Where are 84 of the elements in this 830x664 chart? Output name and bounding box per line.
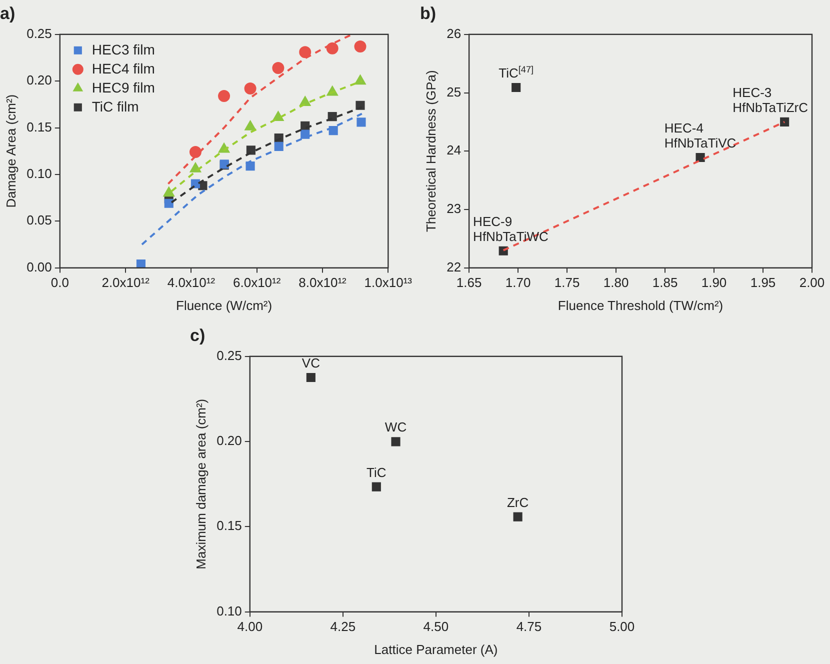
line-series	[140, 112, 363, 246]
y-tick-label: 23	[446, 201, 462, 216]
x-tick-label: 2.0x10¹²	[102, 275, 150, 290]
y-tick-label: 26	[446, 26, 462, 41]
point	[246, 162, 255, 171]
point	[372, 482, 381, 492]
chart-title: b)	[420, 4, 436, 23]
annotation: HEC-9 HfNbTaTiWC	[473, 214, 548, 244]
point	[696, 152, 705, 162]
point	[300, 130, 310, 139]
y-tick-label: 0.10	[216, 603, 242, 618]
x-tick-label: 4.0x10¹²	[167, 275, 216, 290]
y-tick-label: 0.15	[216, 518, 242, 534]
x-tick-label: 1.90	[701, 275, 727, 290]
x-tick-label: 4.75	[516, 619, 542, 634]
point	[244, 82, 256, 95]
x-axis-title: Lattice Parameter (A)	[374, 642, 498, 657]
y-axis-title: Maximum damage area (cm²)	[193, 398, 208, 570]
point	[164, 198, 174, 208]
point	[306, 372, 316, 382]
point	[164, 187, 174, 197]
annotation: HEC-4 HfNbTaTiVC	[664, 120, 736, 151]
y-tick-label: 0.20	[26, 72, 52, 88]
point	[780, 117, 790, 126]
point	[356, 118, 366, 127]
point	[354, 40, 366, 53]
legend-label: HEC9 film	[92, 79, 155, 96]
point	[356, 100, 365, 110]
point	[391, 437, 400, 446]
point	[513, 512, 522, 522]
y-tick-label: 0.10	[26, 166, 52, 182]
y-tick-label: 0.00	[26, 259, 52, 274]
annotation: TiC	[366, 464, 386, 480]
point	[246, 146, 256, 155]
x-tick-label: 0.0	[50, 275, 69, 290]
point	[299, 46, 312, 58]
x-tick-label: 6.0x10¹²	[233, 275, 282, 290]
x-tick-label: 1.85	[652, 275, 678, 290]
chart-title: c)	[190, 326, 206, 345]
point	[244, 120, 256, 130]
x-tick-label: 4.00	[237, 619, 263, 634]
point	[326, 42, 338, 54]
y-tick-label: 22	[446, 259, 462, 274]
x-tick-label: 4.25	[330, 619, 356, 634]
x-axis-title: Fluence (W/cm²)	[176, 298, 272, 313]
point	[328, 126, 338, 136]
point	[328, 112, 337, 122]
annotation: HEC-3 HfNbTaTiZrC	[732, 84, 808, 115]
y-tick-label: 24	[446, 142, 462, 158]
point	[512, 82, 521, 92]
x-tick-label: 2.00	[799, 275, 825, 290]
point	[272, 111, 284, 121]
x-tick-label: 1.80	[603, 275, 629, 290]
x-tick-label: 1.65	[456, 275, 482, 290]
y-axis-title: Theoretical Hardness (GPa)	[423, 70, 438, 232]
x-tick-label: 8.0x10¹²	[298, 275, 348, 290]
point	[190, 179, 200, 188]
annotation: WC	[384, 420, 407, 435]
y-tick-label: 0.25	[26, 26, 52, 41]
y-axis-title: Damage Area (cm²)	[3, 94, 18, 208]
annotation: ZrC	[506, 494, 529, 510]
y-tick-label: 25	[446, 84, 462, 100]
point	[189, 146, 202, 158]
legend-label: HEC4 film	[92, 60, 155, 76]
x-tick-label: 1.70	[505, 275, 531, 290]
y-tick-label: 0.15	[26, 119, 52, 134]
annotation: VC	[302, 356, 320, 371]
point	[354, 75, 366, 85]
line-series	[167, 34, 354, 185]
y-tick-label: 0.25	[216, 348, 242, 363]
x-axis-title: Fluence Threshold (TW/cm²)	[558, 298, 724, 313]
x-tick-label: 4.50	[423, 619, 449, 634]
point	[136, 260, 146, 268]
x-tick-label: 5.00	[609, 619, 635, 634]
y-tick-label: 0.20	[216, 433, 242, 448]
legend-label: HEC3 film	[92, 41, 155, 58]
chart-title: a)	[0, 4, 16, 23]
x-tick-label: 1.0x10¹³	[364, 275, 413, 290]
y-tick-label: 0.05	[26, 212, 52, 228]
point	[218, 90, 230, 102]
x-tick-label: 1.95	[750, 275, 776, 290]
x-tick-label: 1.75	[554, 275, 580, 290]
point	[272, 62, 284, 74]
legend-label: TiC film	[92, 98, 139, 114]
